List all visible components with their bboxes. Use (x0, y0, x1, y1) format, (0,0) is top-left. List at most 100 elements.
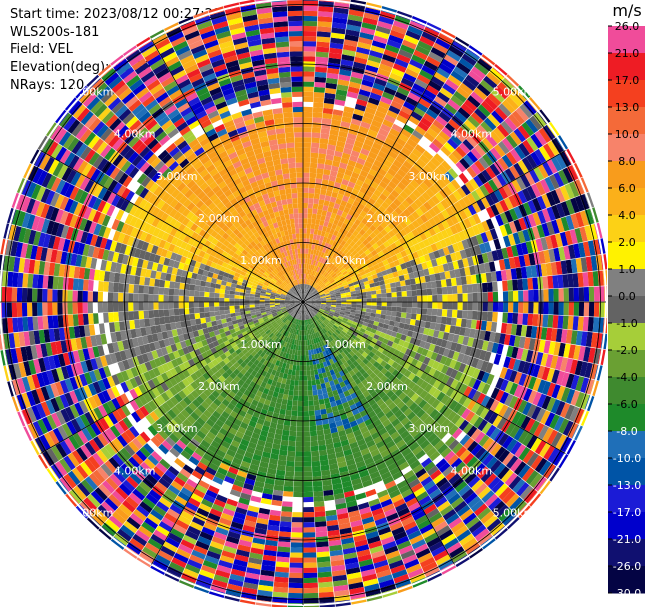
ppi-gate (558, 418, 570, 434)
ppi-gate (304, 278, 307, 285)
ppi-gate (523, 100, 537, 115)
ppi-gate (315, 272, 320, 278)
ppi-gate (310, 228, 315, 235)
ppi-gate (493, 189, 504, 202)
ppi-gate (308, 291, 312, 296)
ppi-gate (406, 307, 412, 314)
ppi-gate (500, 322, 508, 334)
ppi-gate (333, 181, 342, 189)
ppi-gate (435, 257, 443, 266)
ppi-gate (418, 399, 428, 409)
ppi-gate (296, 431, 303, 437)
ppi-gate (321, 210, 328, 216)
ppi-gate (318, 199, 325, 206)
ppi-gate (457, 293, 463, 302)
ppi-gate (530, 437, 543, 452)
ppi-gate (369, 239, 376, 246)
ppi-gate (374, 110, 387, 119)
ppi-gate (437, 331, 445, 340)
ppi-gate (351, 171, 360, 179)
ppi-gate (457, 107, 471, 119)
ppi-gate (387, 272, 394, 279)
ppi-gate (587, 317, 594, 332)
ppi-gate (360, 336, 367, 343)
ppi-gate (310, 297, 316, 300)
ppi-gate (359, 210, 367, 218)
ppi-gate (375, 257, 383, 264)
ppi-gate (440, 394, 450, 405)
ppi-gate (321, 285, 327, 290)
ppi-gate (355, 289, 361, 294)
ppi-gate (440, 504, 454, 517)
ppi-gate (423, 342, 431, 350)
ppi-gate (435, 191, 445, 202)
ppi-gate (401, 447, 412, 457)
ppi-gate (311, 384, 317, 391)
ppi-gate (381, 297, 387, 302)
ppi-gate (399, 190, 409, 200)
ppi-gate (356, 304, 362, 308)
ppi-gate (390, 287, 397, 293)
ppi-gate (277, 546, 291, 553)
ppi-gate (335, 198, 342, 205)
ppi-gate (498, 404, 509, 417)
ppi-gate (335, 145, 344, 153)
ppi-gate (331, 234, 337, 241)
ppi-gate (445, 367, 454, 377)
ppi-gate (303, 15, 318, 22)
ppi-gate (303, 122, 312, 128)
ppi-gate (325, 293, 331, 296)
ppi-gate (494, 332, 501, 344)
ppi-gate (476, 222, 486, 234)
ppi-gate (423, 229, 432, 239)
ppi-gate (420, 223, 429, 232)
ppi-gate (560, 357, 569, 372)
ppi-gate (458, 209, 468, 220)
ppi-gate (431, 195, 441, 205)
ppi-gate (291, 369, 296, 376)
ppi-gate (295, 456, 303, 462)
ppi-gate (498, 186, 509, 200)
ppi-gate (513, 219, 523, 232)
ppi-gate (305, 243, 309, 249)
ppi-gate (329, 47, 343, 55)
ppi-gate (355, 232, 363, 240)
ppi-gate (534, 130, 547, 146)
ppi-gate (456, 285, 463, 294)
ppi-gate (445, 254, 453, 263)
ppi-gate (403, 273, 410, 281)
ppi-gate (332, 332, 338, 338)
ppi-gate (329, 228, 335, 235)
ppi-gate (404, 261, 412, 268)
ppi-gate (543, 445, 556, 461)
ppi-gate (341, 54, 355, 62)
ppi-gate (534, 148, 547, 164)
ppi-gate (328, 269, 334, 275)
ppi-gate (328, 52, 342, 60)
ppi-gate (360, 345, 367, 352)
ppi-gate (522, 432, 534, 447)
ppi-gate (373, 201, 382, 210)
ppi-gate (349, 247, 356, 254)
ppi-gate (285, 465, 295, 472)
ppi-gate (423, 327, 430, 336)
ppi-gate (513, 384, 523, 398)
ppi-gate (427, 395, 437, 406)
ppi-gate (305, 284, 308, 290)
ppi-gate (500, 379, 509, 392)
ppi-gate (313, 193, 320, 200)
ppi-gate (501, 511, 517, 526)
ppi-gate (304, 304, 309, 309)
ppi-gate (381, 270, 388, 276)
ppi-gate (503, 235, 511, 248)
ppi-gate (426, 288, 433, 296)
ppi-gate (347, 197, 355, 205)
ppi-gate (303, 431, 310, 437)
ppi-gate (551, 384, 561, 399)
ppi-gate (320, 305, 326, 308)
ppi-gate (531, 226, 541, 240)
ppi-gate (289, 572, 303, 579)
ppi-gate (340, 321, 347, 327)
ppi-gate (464, 327, 471, 337)
ppi-gate (462, 336, 470, 346)
